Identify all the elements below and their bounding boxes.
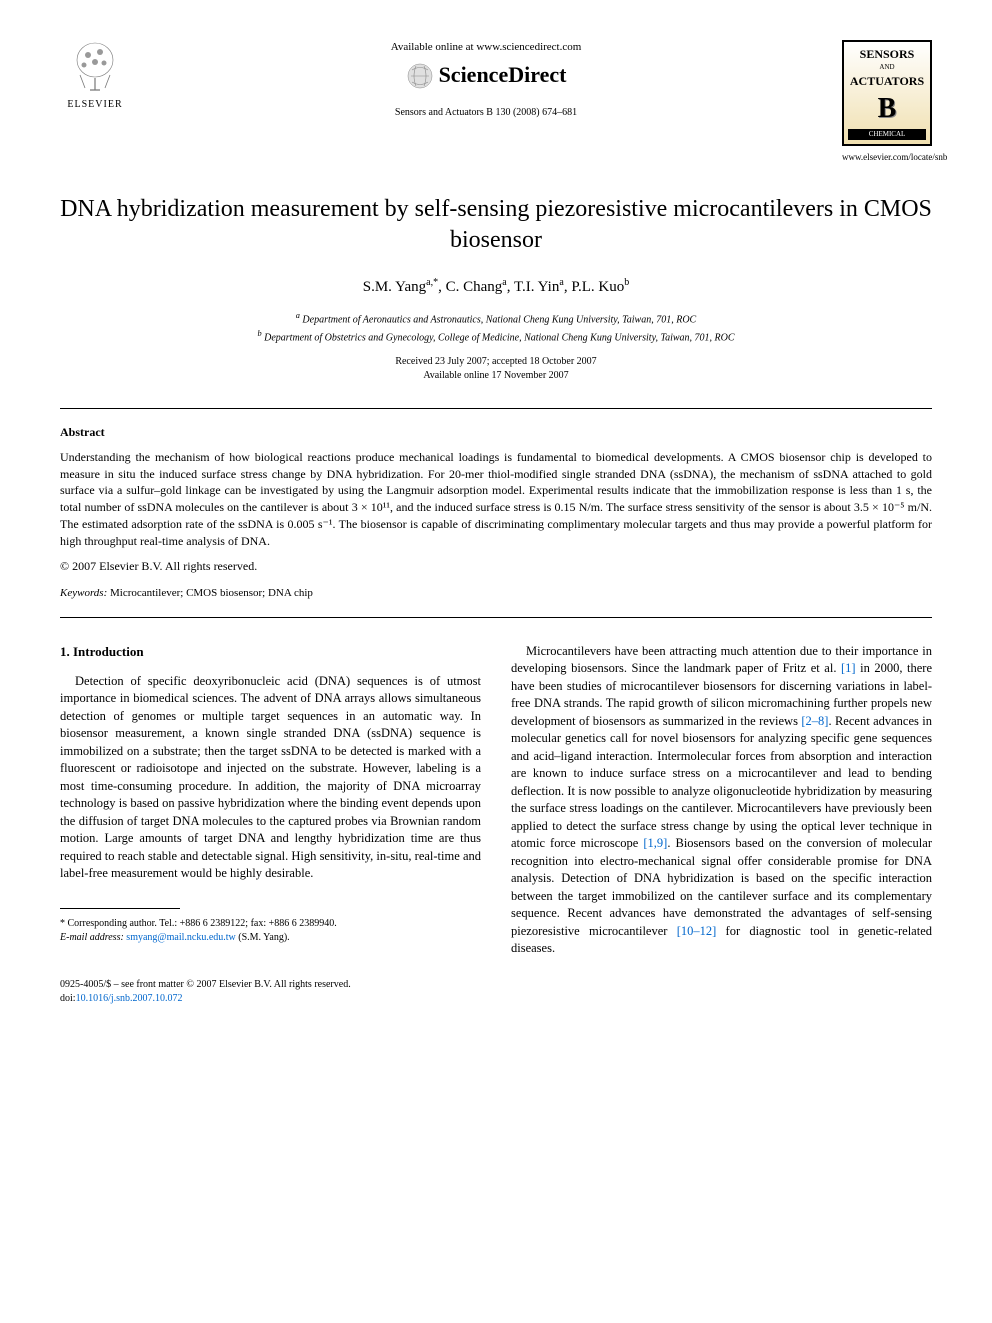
author-1-sup: a,* bbox=[426, 277, 438, 288]
author-4-sup: b bbox=[624, 277, 629, 288]
issn-text: 0925-4005/$ – see front matter © 2007 El… bbox=[60, 978, 932, 992]
doi-line: doi:10.1016/j.snb.2007.10.072 bbox=[60, 992, 932, 1006]
bottom-footer: 0925-4005/$ – see front matter © 2007 El… bbox=[60, 978, 932, 1006]
affiliations: a Department of Aeronautics and Astronau… bbox=[60, 310, 932, 345]
divider bbox=[60, 408, 932, 409]
sciencedirect-icon bbox=[406, 62, 434, 90]
email-who: (S.M. Yang). bbox=[238, 932, 289, 943]
journal-actuators: ACTUATORS bbox=[848, 73, 926, 90]
page-header: ELSEVIER Available online at www.science… bbox=[60, 40, 932, 164]
affiliation-b-text: Department of Obstetrics and Gynecology,… bbox=[264, 332, 734, 343]
journal-chemical: CHEMICAL bbox=[848, 129, 926, 141]
article-title: DNA hybridization measurement by self-se… bbox=[60, 194, 932, 256]
author-4: P.L. Kuo bbox=[571, 279, 624, 295]
affiliation-b: b Department of Obstetrics and Gynecolog… bbox=[60, 328, 932, 345]
p2-d: . Biosensors based on the conversion of … bbox=[511, 836, 932, 938]
intro-paragraph-2: Microcantilevers have been attracting mu… bbox=[511, 643, 932, 958]
column-left: 1. Introduction Detection of specific de… bbox=[60, 643, 481, 958]
authors-line: S.M. Yanga,*, C. Changa, T.I. Yina, P.L.… bbox=[60, 276, 932, 298]
ref-link-1[interactable]: [1] bbox=[841, 661, 856, 675]
abstract-text: Understanding the mechanism of how biolo… bbox=[60, 449, 932, 550]
copyright-text: © 2007 Elsevier B.V. All rights reserved… bbox=[60, 558, 932, 575]
author-3: T.I. Yin bbox=[514, 279, 559, 295]
ref-link-1-9[interactable]: [1,9] bbox=[643, 836, 667, 850]
email-link[interactable]: smyang@mail.ncku.edu.tw bbox=[126, 932, 235, 943]
keywords-label: Keywords: bbox=[60, 587, 107, 599]
corr-author-text: * Corresponding author. Tel.: +886 6 238… bbox=[60, 917, 481, 931]
elsevier-logo: ELSEVIER bbox=[60, 40, 130, 120]
author-1: S.M. Yang bbox=[363, 279, 426, 295]
received-date: Received 23 July 2007; accepted 18 Octob… bbox=[60, 355, 932, 369]
section-heading: 1. Introduction bbox=[60, 643, 481, 661]
intro-paragraph-1: Detection of specific deoxyribonucleic a… bbox=[60, 673, 481, 883]
journal-and: AND bbox=[848, 63, 926, 73]
ref-link-2-8[interactable]: [2–8] bbox=[801, 714, 828, 728]
author-2: C. Chang bbox=[446, 279, 503, 295]
affiliation-a-text: Department of Aeronautics and Astronauti… bbox=[302, 315, 696, 326]
ref-link-10-12[interactable]: [10–12] bbox=[677, 924, 717, 938]
journal-logo: SENSORS AND ACTUATORS B CHEMICAL www.els… bbox=[842, 40, 932, 164]
available-online-text: Available online at www.sciencedirect.co… bbox=[130, 40, 842, 55]
journal-b: B bbox=[848, 89, 926, 128]
body-columns: 1. Introduction Detection of specific de… bbox=[60, 643, 932, 958]
journal-sensors: SENSORS bbox=[848, 46, 926, 63]
author-2-sup: a bbox=[502, 277, 506, 288]
keywords-line: Keywords: Microcantilever; CMOS biosenso… bbox=[60, 586, 932, 601]
sciencedirect-text: ScienceDirect bbox=[439, 60, 567, 91]
doi-label: doi: bbox=[60, 993, 76, 1004]
elsevier-tree-icon bbox=[70, 40, 120, 95]
author-3-sup: a bbox=[559, 277, 563, 288]
divider bbox=[60, 617, 932, 618]
article-dates: Received 23 July 2007; accepted 18 Octob… bbox=[60, 355, 932, 383]
p2-c: . Recent advances in molecular genetics … bbox=[511, 714, 932, 851]
journal-box: SENSORS AND ACTUATORS B CHEMICAL bbox=[842, 40, 932, 146]
column-right: Microcantilevers have been attracting mu… bbox=[511, 643, 932, 958]
email-line: E-mail address: smyang@mail.ncku.edu.tw … bbox=[60, 931, 481, 945]
affiliation-a: a Department of Aeronautics and Astronau… bbox=[60, 310, 932, 327]
sciencedirect-logo: ScienceDirect bbox=[130, 60, 842, 91]
abstract-heading: Abstract bbox=[60, 424, 932, 441]
corresponding-author-footnote: * Corresponding author. Tel.: +886 6 238… bbox=[60, 917, 481, 945]
elsevier-label: ELSEVIER bbox=[67, 98, 122, 112]
footnote-divider bbox=[60, 908, 180, 909]
keywords-text: Microcantilever; CMOS biosensor; DNA chi… bbox=[110, 587, 313, 599]
center-header: Available online at www.sciencedirect.co… bbox=[130, 40, 842, 120]
online-date: Available online 17 November 2007 bbox=[60, 369, 932, 383]
journal-url: www.elsevier.com/locate/snb bbox=[842, 151, 932, 164]
email-label: E-mail address: bbox=[60, 932, 124, 943]
doi-link[interactable]: 10.1016/j.snb.2007.10.072 bbox=[76, 993, 183, 1004]
citation-text: Sensors and Actuators B 130 (2008) 674–6… bbox=[130, 106, 842, 120]
